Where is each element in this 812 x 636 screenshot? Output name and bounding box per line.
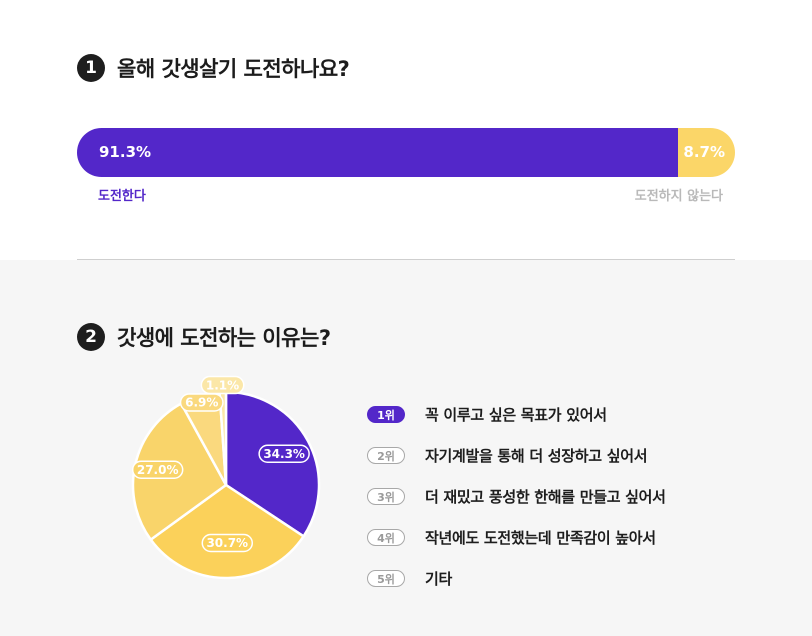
- pie-label-3: 27.0%: [137, 463, 179, 477]
- pie-label-pill-5: [200, 375, 245, 395]
- reason-text-4: 작년에도 도전했는데 만족감이 높아서: [425, 529, 656, 547]
- pie-label-pill-2: [201, 533, 254, 553]
- stacked-bar: 91.3% 8.7%: [77, 128, 735, 177]
- rank-badge-3: 3위: [367, 488, 405, 505]
- bar-yes-value-label: 91.3%: [99, 143, 152, 161]
- legend-row-2: 2위 자기계발을 통해 더 성장하고 싶어서: [367, 435, 666, 476]
- rank-badge-4: 4위: [367, 529, 405, 546]
- question-1-header: 1 올해 갓생살기 도전하나요?: [77, 53, 350, 83]
- rank-badge-1: 1위: [367, 406, 405, 423]
- reason-text-1: 꼭 이루고 싶은 목표가 있어서: [425, 406, 607, 424]
- question-2-header: 2 갓생에 도전하는 이유는?: [77, 322, 331, 352]
- pie-slice-2: [149, 483, 306, 580]
- rank-badge-5: 5위: [367, 570, 405, 587]
- legend-row-5: 5위 기타: [367, 558, 666, 599]
- option-no-label: 도전하지 않는다: [634, 189, 723, 204]
- legend-row-3: 3위 더 재밌고 풍성한 한해를 만들고 싶어서: [367, 476, 666, 517]
- legend-row-1: 1위 꼭 이루고 싶은 목표가 있어서: [367, 394, 666, 435]
- reason-text-2: 자기계발을 통해 더 성장하고 싶어서: [425, 447, 648, 465]
- rank-badge-2: 2위: [367, 447, 405, 464]
- pie-label-2: 30.7%: [206, 536, 248, 550]
- pie-label-5: 1.1%: [206, 378, 239, 392]
- pie-chart: 34.3% 30.7% 27.0% 6.9% 1.1%: [131, 375, 321, 580]
- bar-no-value-label: 8.7%: [683, 143, 725, 161]
- question-2-number: 2: [77, 323, 105, 351]
- reason-legend: 1위 꼭 이루고 싶은 목표가 있어서 2위 자기계발을 통해 더 성장하고 싶어서 3…: [367, 394, 666, 599]
- bar-segment-no: 8.7%: [677, 128, 735, 177]
- pie-label-pill-1: [258, 444, 310, 464]
- reason-text-3: 더 재밌고 풍성한 한해를 만들고 싶어서: [425, 488, 666, 506]
- option-yes-label: 도전한다: [98, 189, 146, 204]
- pie-label-1: 34.3%: [263, 447, 305, 461]
- section-2-background: [0, 260, 812, 636]
- pie-label-pill-3: [131, 460, 184, 479]
- question-2-title: 갓생에 도전하는 이유는?: [117, 326, 331, 350]
- pie-label-4: 6.9%: [185, 396, 218, 410]
- question-1-title: 올해 갓생살기 도전하나요?: [117, 57, 350, 81]
- question-1-number: 1: [77, 54, 105, 82]
- section-divider: [77, 259, 735, 260]
- bar-segment-yes: 91.3%: [77, 128, 678, 177]
- reason-text-5: 기타: [425, 570, 453, 588]
- pie-label-pill-4: [179, 393, 224, 412]
- legend-row-4: 4위 작년에도 도전했는데 만족감이 높아서: [367, 517, 666, 558]
